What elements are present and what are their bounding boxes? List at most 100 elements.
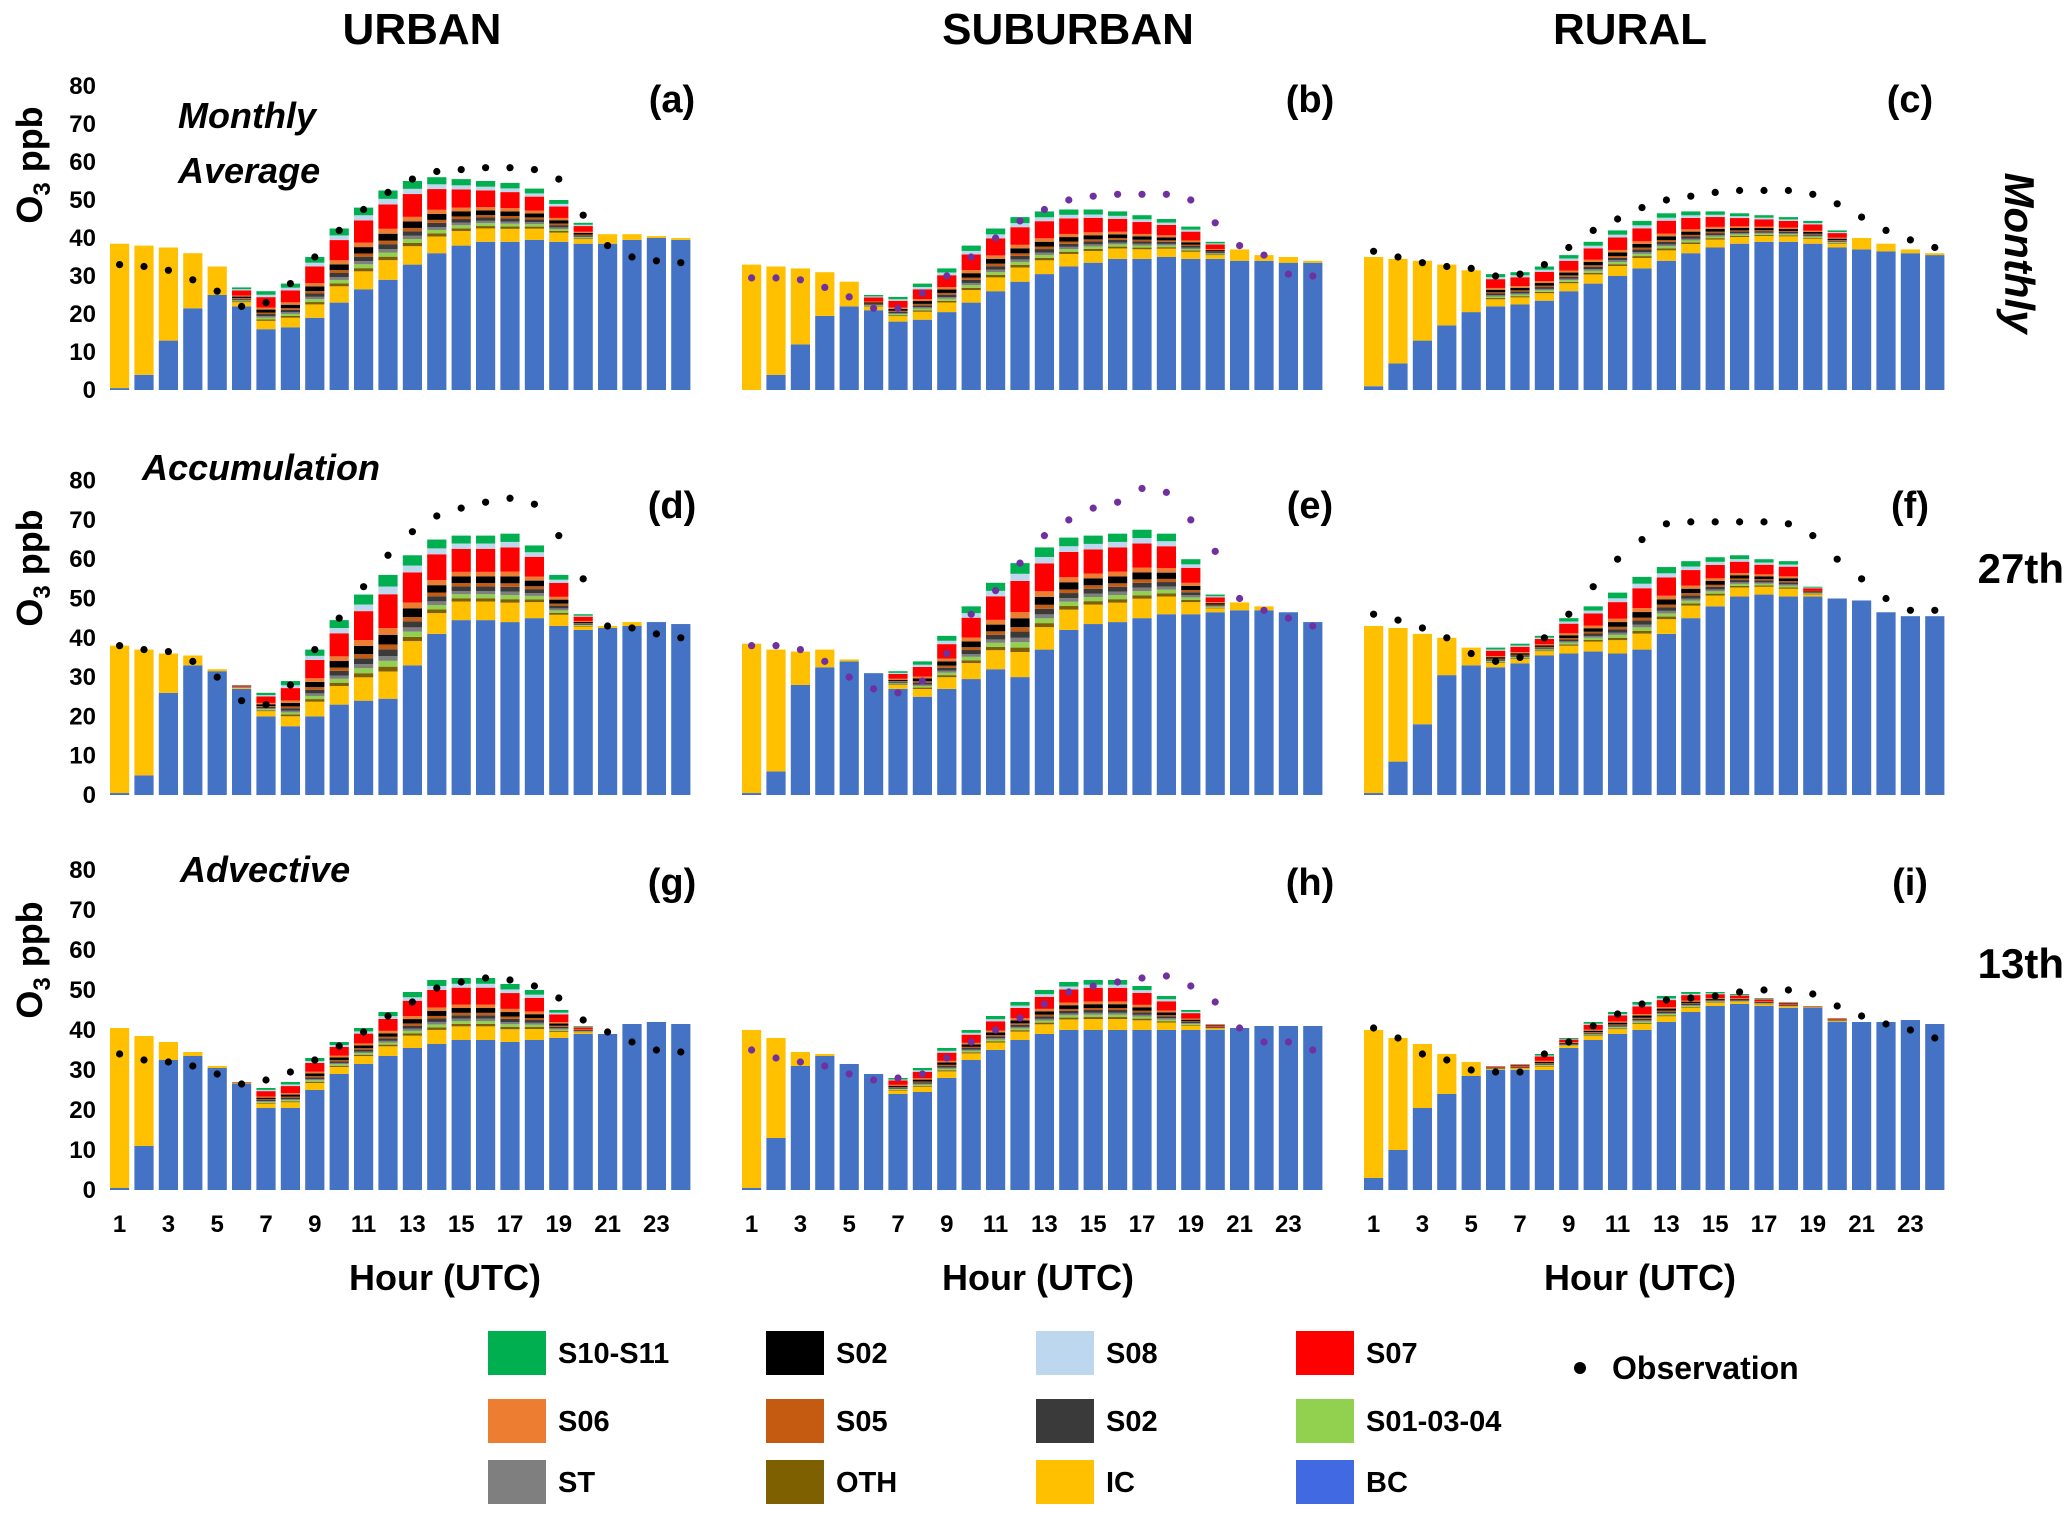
- bar-segment-oth: [256, 710, 275, 711]
- bar-segment-oth: [1206, 608, 1225, 609]
- bar-segment-s01-03-04: [305, 299, 324, 302]
- bar-segment-bc: [256, 329, 275, 390]
- y-axis-label-row-0: O3 ppb: [9, 106, 56, 223]
- legend-label: S06: [558, 1406, 610, 1438]
- bar-segment-bc: [1584, 284, 1603, 390]
- bar-segment-bc: [1206, 612, 1225, 795]
- panel-label: (i): [1892, 862, 1928, 904]
- observation-point: [1138, 974, 1145, 981]
- bar-segment-ic: [305, 304, 324, 317]
- bar-segment-s02: [1754, 228, 1773, 230]
- observation-point: [287, 681, 294, 688]
- bar-segment-ic: [1437, 265, 1456, 326]
- bar-segment-st: [1706, 589, 1725, 591]
- bar-segment-st: [281, 1099, 300, 1100]
- observation-point: [1565, 1038, 1572, 1045]
- bar-segment-s06: [1754, 227, 1773, 228]
- bar-segment-bc: [1108, 622, 1127, 795]
- bar-segment-s02: [525, 213, 544, 217]
- bar-segment-s01-03-04: [1706, 236, 1725, 238]
- bar-segment-s06: [525, 211, 544, 214]
- bar-segment-bc: [1730, 1004, 1749, 1190]
- bar-segment-ic: [1084, 251, 1103, 263]
- bar-segment-s07: [427, 990, 446, 1007]
- bar-segment-st: [427, 601, 446, 605]
- bar-hour-22: [1254, 606, 1273, 795]
- observation-point: [1370, 1024, 1377, 1031]
- bar-segment-oth: [476, 1024, 495, 1026]
- bar-segment-s01-03-04: [1108, 1015, 1127, 1017]
- bar-segment-st: [1132, 588, 1151, 591]
- observation-point: [1590, 1022, 1597, 1029]
- bar-segment-ic: [378, 671, 397, 698]
- bar-segment-s02_dark: [1730, 1000, 1749, 1001]
- bar-segment-s08: [1132, 538, 1151, 544]
- y-tick-label: 40: [69, 1017, 96, 1044]
- observation-point: [748, 1046, 755, 1053]
- panel-d: (d): [110, 485, 696, 795]
- bar-segment-oth: [1681, 242, 1700, 244]
- bar-segment-s02_dark: [574, 624, 593, 625]
- bar-segment-s02_dark: [305, 294, 324, 297]
- bar-segment-s06: [525, 577, 544, 581]
- bar-segment-s10-s11: [378, 575, 397, 587]
- bar-segment-s10-s11: [1059, 538, 1078, 547]
- bar-segment-s02_dark: [1181, 592, 1200, 595]
- bar-segment-s07: [1510, 647, 1529, 652]
- bar-segment-s01-03-04: [962, 657, 981, 660]
- bar-segment-oth: [452, 1024, 471, 1026]
- bar-segment-oth: [1108, 599, 1127, 602]
- observation-point: [748, 642, 755, 649]
- bar-segment-s02_dark: [1730, 580, 1749, 582]
- bar-segment-s02_dark: [1706, 587, 1725, 590]
- bar-segment-oth: [1132, 595, 1151, 598]
- bar-segment-bc: [574, 1034, 593, 1190]
- bar-segment-ic: [986, 650, 1005, 669]
- bar-segment-s05: [1779, 581, 1798, 582]
- bar-segment-s08: [1059, 215, 1078, 219]
- bar-segment-s02: [1608, 252, 1627, 256]
- bar-segment-s06: [1584, 260, 1603, 262]
- bar-segment-s06: [1535, 644, 1554, 645]
- bar-segment-s02_dark: [1608, 258, 1627, 260]
- bar-segment-st: [378, 1041, 397, 1043]
- bar-hour-19: [1181, 1010, 1200, 1190]
- bar-segment-s02: [1608, 622, 1627, 627]
- bar-segment-bc: [1901, 253, 1920, 390]
- bar-segment-s05: [1535, 647, 1554, 648]
- bar-segment-s01-03-04: [1706, 1002, 1725, 1003]
- x-tick-label: 15: [1080, 1211, 1107, 1238]
- observation-point: [1736, 187, 1743, 194]
- bar-segment-s01-03-04: [256, 1102, 275, 1103]
- bar-segment-ic: [110, 646, 129, 793]
- bar-segment-oth: [256, 1103, 275, 1104]
- bar-segment-s05: [1632, 1018, 1651, 1019]
- bar-segment-ic: [1413, 261, 1432, 341]
- bar-segment-s08: [378, 199, 397, 205]
- bar-hour-7: [1510, 1064, 1529, 1190]
- bar-segment-s01-03-04: [1084, 246, 1103, 248]
- bar-segment-s01-03-04: [574, 237, 593, 238]
- bar-segment-bc: [1681, 253, 1700, 390]
- bar-segment-st: [574, 625, 593, 626]
- observation-point: [1468, 1066, 1475, 1073]
- bar-hour-23: [1279, 612, 1298, 795]
- bar-segment-s10-s11: [1584, 242, 1603, 246]
- bar-segment-bc: [110, 1188, 129, 1190]
- bar-segment-s01-03-04: [1181, 597, 1200, 600]
- bar-segment-s05: [1730, 230, 1749, 231]
- bar-segment-s10-s11: [986, 229, 1005, 235]
- bar-segment-s02: [1632, 1016, 1651, 1018]
- observation-point: [140, 1056, 147, 1063]
- bar-segment-bc: [913, 1092, 932, 1190]
- bar-segment-s02_dark: [378, 244, 397, 249]
- bar-segment-ic: [1901, 249, 1920, 253]
- bar-segment-s05: [354, 654, 373, 658]
- bar-segment-s02: [1632, 612, 1651, 618]
- bar-hour-18: [1157, 996, 1176, 1190]
- observation-point: [1736, 988, 1743, 995]
- bar-segment-s01-03-04: [476, 1021, 495, 1024]
- bar-hour-9: [305, 650, 324, 795]
- bar-segment-bc: [1364, 386, 1383, 390]
- bar-segment-s07: [1157, 546, 1176, 568]
